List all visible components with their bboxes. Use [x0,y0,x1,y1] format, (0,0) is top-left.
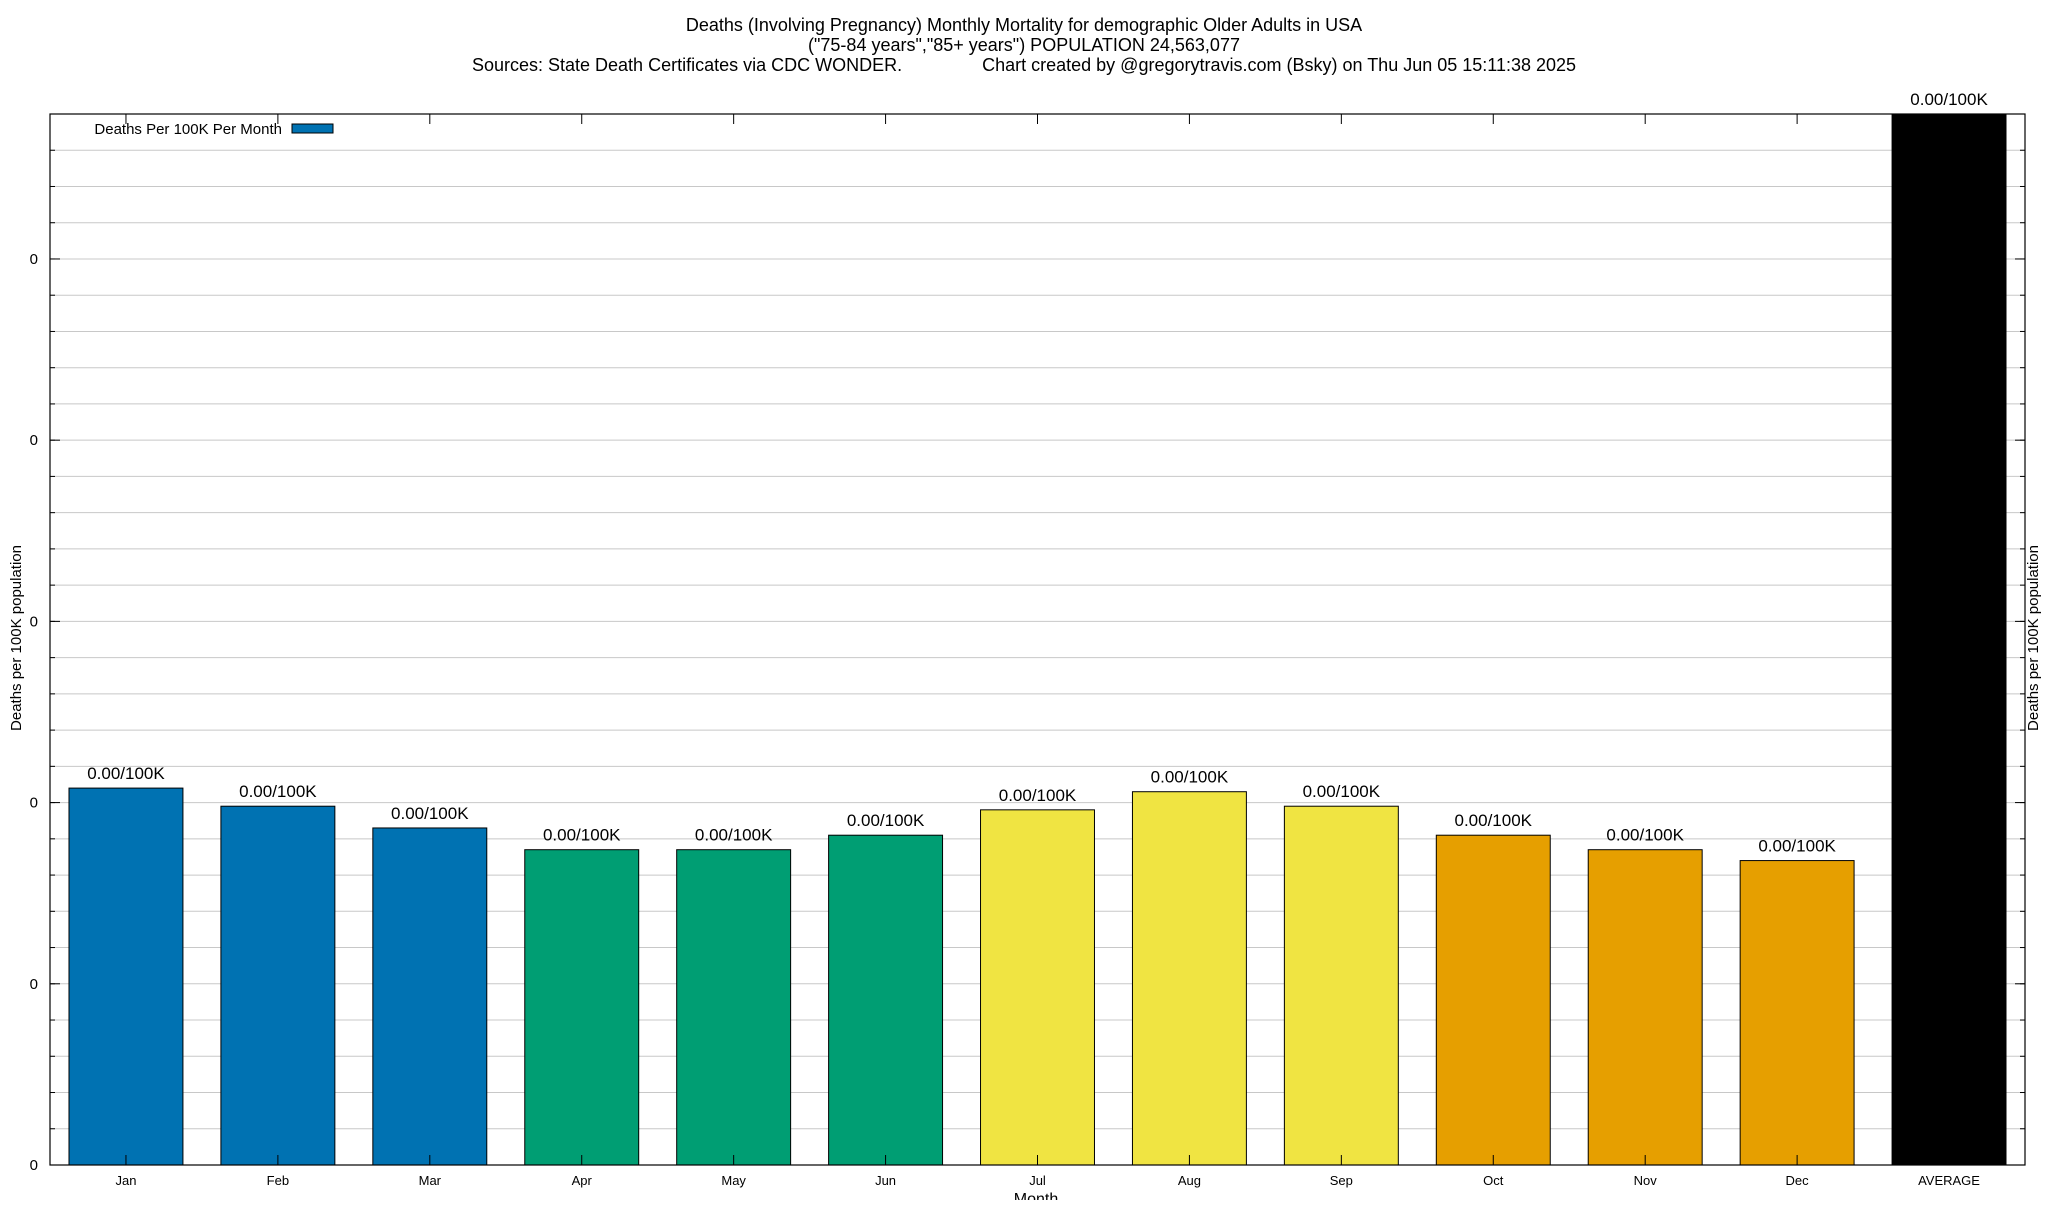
plot-frame [49,113,2026,1166]
chart-title: Deaths (Involving Pregnancy) Monthly Mor… [472,15,1576,75]
y-axis-label-right: Deaths per 100K population [2025,545,2042,731]
bar-sep [1283,805,1399,1166]
bar-nov [1587,849,1703,1166]
x-tick-label: Sep [1330,1173,1353,1188]
axes: 0 0 0 0 0 0 Jan Feb Mar Apr May Jun Jul Aug Sep Oct Nov D… [30,113,2026,1188]
bar-apr [524,849,640,1166]
data-label: 0.00/100K [1151,768,1229,787]
bar-dec [1739,860,1855,1166]
x-tick-label: May [721,1173,746,1188]
data-label: 0.00/100K [999,786,1077,805]
x-tick-label: AVERAGE [1918,1173,1980,1188]
x-tick-label: Oct [1483,1173,1504,1188]
data-label: 0.00/100K [1303,782,1381,801]
bar-average [1891,113,2007,1166]
bar-feb [220,805,336,1166]
x-tick-label: Nov [1634,1173,1658,1188]
y-tick-label: 0 [30,795,38,812]
data-label: 0.00/100K [391,804,469,823]
x-tick-label: Mar [419,1173,442,1188]
bar-aug [1131,791,1247,1166]
y-tick-label: 0 [30,251,38,268]
x-axis-label: Month [1014,1191,1058,1200]
data-label: 0.00/100K [1455,811,1533,830]
data-label: 0.00/100K [1606,826,1684,845]
x-tick-label: Apr [572,1173,593,1188]
y-tick-label: 0 [30,1157,38,1174]
data-label: 0.00/100K [1910,90,1988,109]
bar-jun [828,834,944,1166]
title-line-2: ("75-84 years","85+ years") POPULATION 2… [808,35,1240,55]
data-label: 0.00/100K [87,764,165,783]
y-tick-label: 0 [30,613,38,630]
legend: Deaths Per 100K Per Month [94,121,334,138]
data-label: 0.00/100K [543,826,621,845]
bar-oct [1435,834,1551,1166]
x-tick-label: Dec [1786,1173,1810,1188]
title-line-1: Deaths (Involving Pregnancy) Monthly Mor… [686,15,1362,35]
data-label: 0.00/100K [239,782,317,801]
x-tick-label: Jun [875,1173,896,1188]
legend-label: Deaths Per 100K Per Month [94,121,282,138]
x-tick-label: Jul [1029,1173,1046,1188]
y-tick-label: 0 [30,976,38,993]
data-labels: 0.00/100K 0.00/100K 0.00/100K 0.00/100K 0.00… [87,90,1988,856]
bar-jan [68,787,184,1166]
data-label: 0.00/100K [1758,837,1836,856]
x-tick-label: Feb [267,1173,289,1188]
x-tick-label: Aug [1178,1173,1201,1188]
legend-swatch [291,123,334,134]
title-line-3: Sources: State Death Certificates via CD… [472,55,1576,75]
bar-mar [372,827,488,1166]
bars [68,113,2007,1166]
bar-jul [980,809,1095,1166]
y-axis-label: Deaths per 100K population [8,545,25,731]
data-label: 0.00/100K [695,826,773,845]
x-tick-label: Jan [115,1173,136,1188]
data-label: 0.00/100K [847,811,925,830]
y-tick-label: 0 [30,432,38,449]
bar-may [676,849,792,1166]
